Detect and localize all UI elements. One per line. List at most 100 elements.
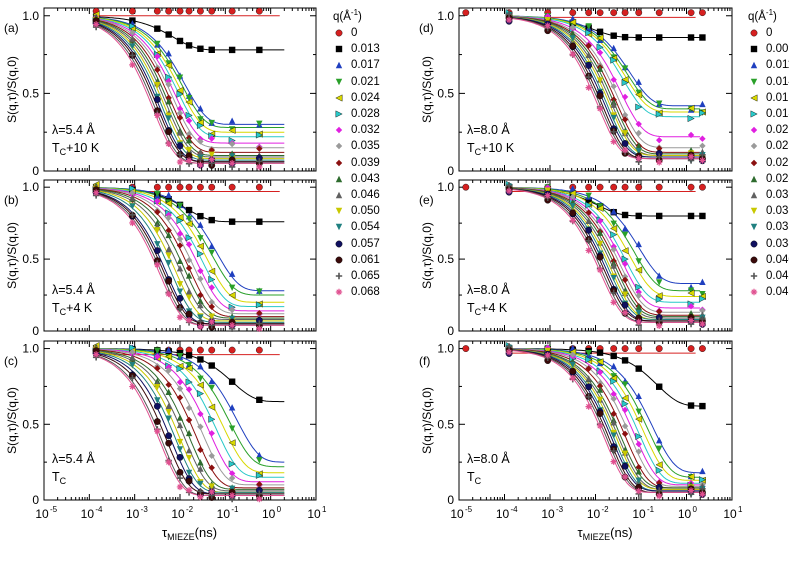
- data-point-q0: [596, 183, 604, 191]
- data-point-series-2: [610, 362, 617, 370]
- data-point-q1: [585, 197, 592, 205]
- panel-letter: (b): [4, 193, 19, 207]
- data-point-series-14: [153, 418, 161, 425]
- data-point-q0: [208, 183, 216, 191]
- y-axis-label: S(q,τ)/S(q,0): [420, 387, 434, 454]
- data-point-series-7: [197, 138, 204, 145]
- y-tick-label: 0.5: [437, 252, 454, 266]
- data-point-series-13: [153, 402, 161, 410]
- data-point-series-16: [197, 323, 204, 330]
- data-point-series-5: [228, 460, 236, 468]
- data-point-q1: [596, 349, 604, 356]
- data-point-series-4: [596, 358, 604, 366]
- legend-marker: [335, 175, 343, 182]
- data-point-series-10: [585, 217, 592, 224]
- data-point-q1: [165, 196, 172, 203]
- data-point-q1: [656, 212, 663, 220]
- data-point-q1: [635, 34, 642, 41]
- legend-marker: [335, 272, 343, 280]
- data-point-series-6: [610, 390, 617, 398]
- fit-line-series-13: [509, 17, 701, 158]
- data-point-series-15: [505, 11, 513, 18]
- legend-item: 0.032: [333, 122, 380, 138]
- legend-marker-icon: [335, 78, 343, 85]
- y-tick-label: 0.5: [22, 252, 39, 266]
- legend-marker: [335, 191, 343, 199]
- data-point-series-5: [621, 79, 629, 87]
- data-point-series-4: [228, 291, 236, 299]
- legend-label: 0: [351, 27, 358, 39]
- fit-line-series-7: [509, 348, 701, 487]
- x-tick-label: 10: [678, 507, 692, 521]
- legend-label: 0.045: [766, 286, 789, 299]
- data-point-series-16: [656, 492, 663, 500]
- data-point-series-7: [208, 298, 215, 306]
- data-point-series-5: [596, 43, 604, 51]
- data-point-series-5: [635, 432, 643, 440]
- data-point-series-16: [621, 146, 629, 154]
- data-point-series-16: [176, 314, 184, 321]
- data-point-series-15: [699, 151, 706, 159]
- legend-marker: [335, 94, 343, 102]
- legend-title: q(Å-1): [333, 8, 362, 23]
- fit-line-series-8: [509, 348, 701, 489]
- data-point-series-12: [154, 241, 161, 248]
- legend-item: 0.024: [333, 90, 380, 106]
- legend-item: 0.013: [333, 41, 380, 57]
- data-point-series-3: [656, 445, 663, 453]
- data-point-series-7: [176, 109, 184, 117]
- data-point-series-3: [185, 95, 193, 102]
- fit-line-series-16: [509, 17, 701, 160]
- data-point-series-4: [687, 473, 695, 481]
- data-point-series-5: [610, 377, 618, 385]
- data-point-series-11: [621, 291, 629, 298]
- data-point-series-9: [165, 231, 172, 239]
- data-point-series-13: [585, 226, 593, 234]
- data-point-series-12: [176, 446, 184, 453]
- data-point-q1: [228, 378, 236, 385]
- legend-item: 0.061: [333, 252, 380, 268]
- data-point-q1: [208, 46, 215, 54]
- data-point-series-12: [154, 397, 161, 404]
- data-point-q1: [208, 216, 215, 224]
- data-point-q0: [621, 183, 629, 191]
- fit-line-series-9: [509, 16, 701, 155]
- data-point-series-14: [165, 128, 173, 136]
- legend-item: 0.028: [748, 171, 789, 187]
- x-tick-exponent: 0: [693, 505, 698, 514]
- data-point-q0: [228, 7, 236, 15]
- legend-marker-icon: [750, 62, 758, 69]
- fit-line-series-16: [509, 188, 701, 323]
- data-point-series-7: [621, 422, 629, 430]
- data-point-series-2: [228, 270, 236, 277]
- data-point-series-7: [185, 256, 193, 264]
- data-point-series-9: [176, 414, 184, 421]
- fit-line-series-7: [509, 16, 701, 149]
- data-point-series-3: [154, 40, 161, 48]
- data-point-series-5: [635, 283, 643, 291]
- legend-item: 0.057: [333, 236, 380, 252]
- fit-line-series-11: [509, 16, 701, 156]
- data-point-series-16: [596, 422, 604, 430]
- legend-marker-icon: [335, 126, 343, 134]
- data-point-q0: [687, 183, 695, 191]
- legend-label: 0.065: [351, 270, 380, 282]
- data-point-q0: [176, 183, 184, 191]
- data-point-series-16: [154, 427, 161, 435]
- data-point-series-2: [165, 346, 172, 354]
- data-point-series-7: [208, 452, 215, 459]
- legend-marker: [750, 207, 758, 215]
- data-point-series-10: [585, 51, 592, 59]
- legend-item: 0.023: [748, 138, 789, 154]
- data-point-series-15: [129, 374, 136, 382]
- legend-item: 0.035: [748, 219, 789, 235]
- data-point-series-16: [154, 112, 161, 119]
- data-point-series-16: [505, 348, 513, 356]
- fit-line-series-12: [93, 351, 285, 493]
- data-point-series-2: [656, 272, 663, 279]
- data-point-series-10: [176, 264, 184, 272]
- data-point-series-7: [176, 235, 184, 243]
- data-point-q0: [165, 183, 173, 191]
- data-point-q0: [228, 183, 236, 191]
- data-point-series-8: [176, 394, 184, 401]
